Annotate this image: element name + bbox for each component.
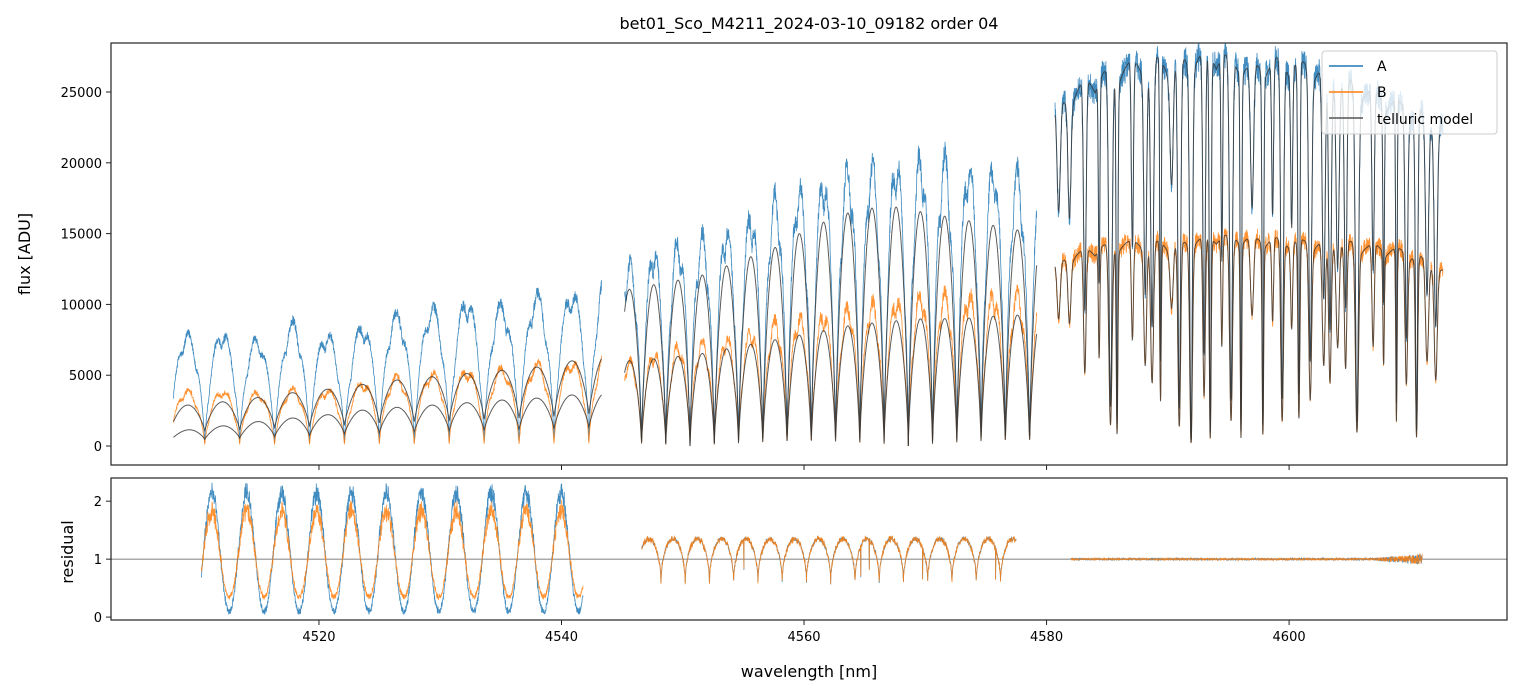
residual-b-line (641, 535, 1017, 585)
y-tick-label: 0 (94, 440, 102, 455)
legend-label-model: telluric model (1377, 112, 1473, 128)
y-tick-label: 20000 (61, 157, 102, 172)
series-a-line (173, 280, 602, 444)
telluric-model-line (1054, 234, 1443, 444)
residual-a-line (200, 482, 584, 615)
y-tick-label: 0 (94, 611, 102, 626)
residual-y-label: residual (58, 520, 77, 583)
series-a-line (624, 141, 1038, 447)
y-tick-label: 2 (94, 495, 102, 510)
telluric-model-line (173, 394, 602, 440)
telluric-model-line (173, 358, 602, 432)
x-tick-label: 4580 (1030, 630, 1063, 645)
x-tick-label: 4560 (787, 630, 820, 645)
y-tick-label: 1 (94, 553, 102, 568)
y-tick-label: 25000 (61, 86, 102, 101)
series-b-line (1054, 228, 1444, 443)
legend-label-b: B (1377, 85, 1387, 101)
chart-title: bet01_Sco_M4211_2024-03-10_09182 order 0… (620, 14, 999, 34)
x-tick-label: 4540 (545, 630, 578, 645)
flux-y-label: flux [ADU] (15, 213, 34, 295)
x-axis-label: wavelength [nm] (741, 662, 878, 681)
telluric-model-line (624, 314, 1038, 447)
legend: A B telluric model (1321, 50, 1498, 135)
y-tick-label: 5000 (69, 369, 102, 384)
y-tick-label: 15000 (61, 228, 102, 243)
residual-b-line (200, 499, 584, 601)
x-tick-label: 4520 (302, 630, 335, 645)
x-tick-label: 4600 (1273, 630, 1306, 645)
y-tick-label: 10000 (61, 298, 102, 313)
telluric-model-line (624, 206, 1038, 447)
legend-label-a: A (1377, 59, 1387, 75)
flux-axes-frame (110, 42, 1508, 466)
series-b-line (624, 284, 1038, 447)
residual-axes-frame (110, 477, 1508, 621)
flux-panel: 0 5000 10000 15000 20000 25000 flux [ADU] A B… (15, 42, 1508, 470)
series-b-line (173, 355, 602, 445)
residual-b-line (1070, 553, 1423, 565)
residual-panel: 0 1 2 4520 4540 4560 4580 4600 residual wavele… (58, 477, 1508, 681)
